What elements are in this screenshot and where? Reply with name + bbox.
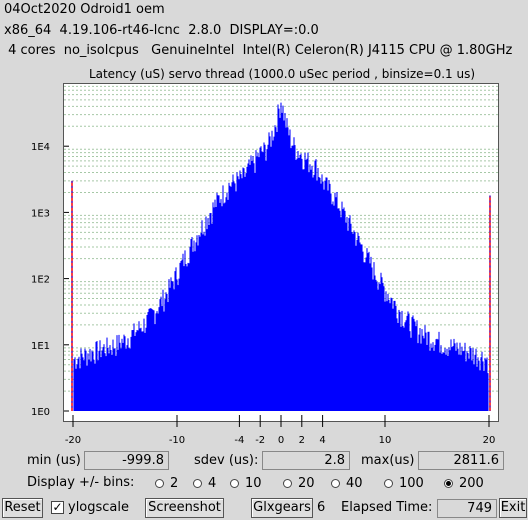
min-value-field: -999.8 [84,451,169,470]
sdev-value-field: 2.8 [262,451,350,470]
bins-option-label: 20 [298,476,315,491]
radio-dot[interactable] [230,479,239,488]
y-tick-label: 1E0 [31,407,50,418]
radio-dot[interactable] [331,479,340,488]
glxgears-count: 6 [317,500,326,515]
bins-option-label: 200 [459,476,484,491]
x-tick-label: -10 [169,435,185,446]
x-tick-label: 2 [299,435,305,446]
x-tick-label: 0 [278,435,284,446]
bins-label: Display +/- bins: [27,475,135,490]
reset-button[interactable]: Reset [2,498,43,518]
radio-dot[interactable] [444,479,453,488]
bins-option-label: 100 [399,476,424,491]
bins-option-2[interactable]: 2 [155,476,178,491]
elapsed-time-field: 749 [437,499,497,518]
min-label: min (us) [27,453,81,468]
bins-option-20[interactable]: 20 [283,476,315,491]
y-tick-label: 1E2 [31,275,50,286]
bins-option-label: 4 [208,476,217,491]
info-date-host: 04Oct2020 Odroid1 oem [4,2,165,17]
bins-option-label: 10 [245,476,262,491]
bins-option-label: 2 [170,476,179,491]
x-tick-label: -20 [65,435,81,446]
radio-dot[interactable] [155,479,164,488]
y-tick-label: 1E3 [31,208,50,219]
plot-title: Latency (uS) servo thread (1000.0 uSec p… [88,67,476,81]
x-tick-label: -4 [234,435,244,446]
bins-option-10[interactable]: 10 [230,476,262,491]
radio-dot[interactable] [384,479,393,488]
x-tick-label: 20 [483,435,496,446]
radio-dot[interactable] [283,479,292,488]
max-label: max(us) [361,453,415,468]
x-tick-label: 4 [319,435,325,446]
screenshot-button[interactable]: Screenshot [145,498,224,518]
y-tick-label: 1E1 [31,341,50,352]
x-tick-label: 10 [379,435,392,446]
bins-option-4[interactable]: 4 [193,476,216,491]
y-tick-label: 1E4 [31,142,50,153]
exit-button[interactable]: Exit [499,498,527,518]
glxgears-button[interactable]: Glxgears [251,498,313,518]
radio-dot[interactable] [193,479,202,488]
elapsed-time-label: Elapsed Time: [341,500,433,515]
max-value-field: 2811.6 [418,451,504,470]
info-kernel: x86_64 4.19.106-rt46-lcnc 2.8.0 DISPLAY=… [4,23,319,38]
bins-option-40[interactable]: 40 [331,476,363,491]
sdev-label: sdev (us): [194,453,259,468]
ylogscale-checkbox[interactable]: ✓ [51,500,64,514]
ylogscale-label: ylogscale [68,500,130,515]
x-tick-label: -2 [255,435,265,446]
bins-option-200[interactable]: 200 [444,476,484,491]
bins-option-100[interactable]: 100 [384,476,424,491]
info-cpu: 4 cores no_isolcpus GenuineIntel Intel(R… [4,43,513,58]
bins-option-label: 40 [346,476,363,491]
